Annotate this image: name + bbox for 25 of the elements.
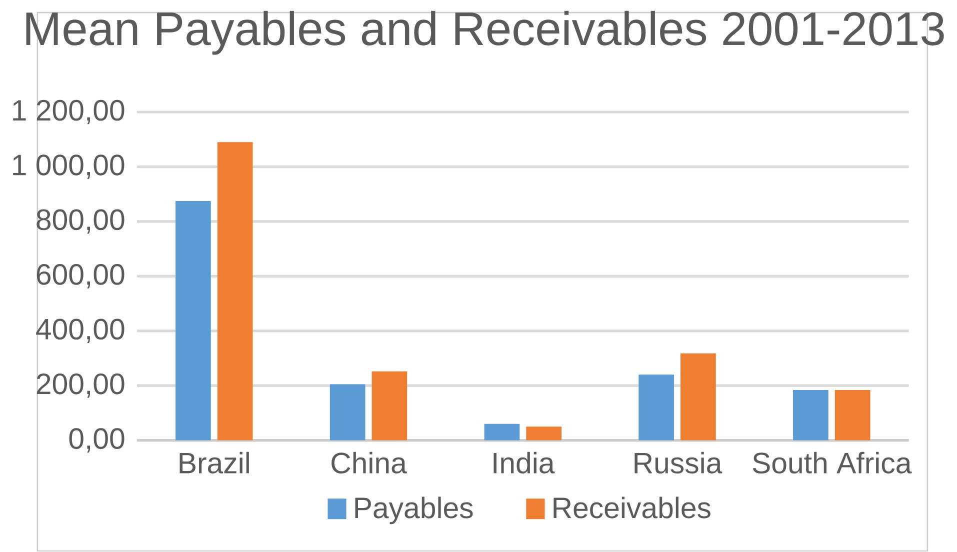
y-tick-label: 800,00: [36, 209, 124, 234]
y-tick-label: 400,00: [36, 318, 124, 344]
x-tick-label: South Africa: [752, 452, 912, 474]
bar: [793, 390, 828, 441]
x-tick-label: China: [332, 452, 407, 474]
bar: [680, 354, 716, 441]
bar: [484, 424, 520, 441]
bar: [372, 372, 408, 441]
bar: [834, 390, 870, 441]
x-tick-label: Brazil: [180, 452, 249, 474]
chart-title: Mean Payables and Receivables 2001-2013: [26, 11, 944, 55]
bar: [526, 426, 562, 441]
x-tick-label: Russia: [634, 452, 722, 474]
x-tick-label: India: [494, 452, 555, 474]
bar: [176, 201, 211, 441]
bar: [330, 384, 366, 441]
bar: [638, 374, 674, 441]
y-tick-label: 600,00: [36, 264, 124, 288]
legend-label: Payables: [355, 496, 473, 524]
y-tick-label: 0,00: [69, 428, 124, 453]
y-tick-label: 200,00: [36, 374, 124, 398]
bar: [217, 142, 253, 441]
y-tick-label: 1 000,00: [13, 154, 124, 180]
legend-label: Receivables: [554, 496, 710, 519]
y-tick-label: 1 200,00: [13, 100, 124, 124]
